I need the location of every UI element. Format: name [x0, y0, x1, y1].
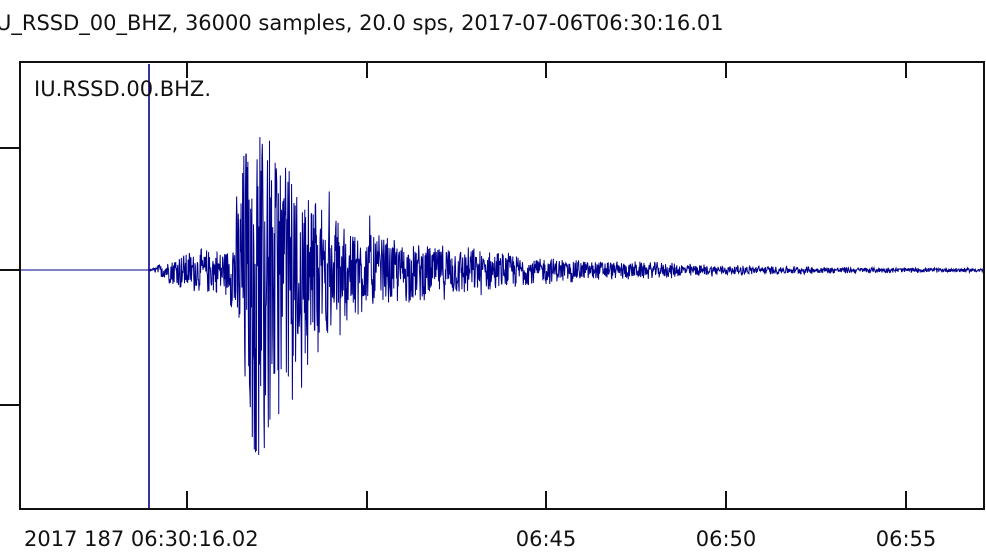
waveform-trace [21, 137, 984, 456]
x-tick-label: 06:50 [696, 527, 757, 551]
x-tick-label: 06:45 [516, 527, 577, 551]
x-tick-label: 06:55 [876, 527, 937, 551]
x-tick-label: 2017 187 06:30:16.02 [24, 527, 259, 551]
chart-title: U_RSSD_00_BHZ, 36000 samples, 20.0 sps, … [0, 11, 724, 36]
plot-frame [19, 61, 985, 510]
axis-ticks [0, 63, 907, 509]
x-tick-labels: 2017 187 06:30:16.02 06:45 06:50 06:55 [24, 527, 936, 551]
trace-label: IU.RSSD.00.BHZ. [34, 77, 211, 101]
